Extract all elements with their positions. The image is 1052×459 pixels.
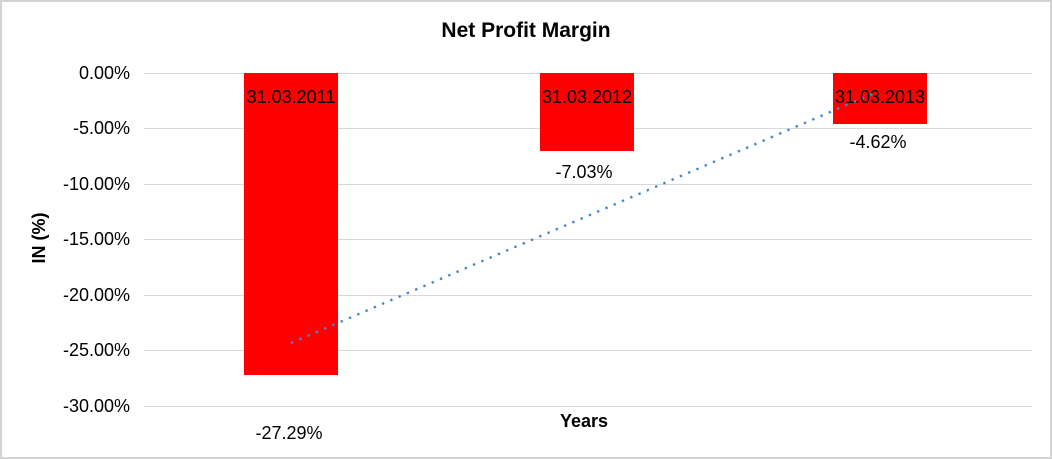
chart-title: Net Profit Margin (441, 19, 611, 42)
value-label: -7.03% (555, 162, 613, 182)
category-label: 31.03.2011 (246, 87, 336, 107)
y-tick-label: -30.00% (62, 395, 130, 416)
category-label: 31.03.2012 (541, 87, 633, 107)
y-tick-label: -15.00% (62, 229, 130, 249)
y-tick-label: -5.00% (72, 118, 130, 138)
value-label: -27.29% (255, 423, 323, 443)
category-label: 31.03.2013 (834, 87, 926, 107)
gridline (144, 405, 1032, 407)
gridline (144, 350, 1032, 351)
y-tick-label: 0.00% (78, 62, 130, 83)
y-tick-label: -20.00% (62, 284, 130, 305)
bar (244, 72, 338, 376)
y-tick-label: -10.00% (62, 173, 130, 194)
x-axis-title: Years (559, 411, 609, 431)
y-tick-label: -25.00% (62, 340, 130, 360)
value-label: -4.62% (849, 132, 907, 152)
bar (540, 72, 634, 151)
